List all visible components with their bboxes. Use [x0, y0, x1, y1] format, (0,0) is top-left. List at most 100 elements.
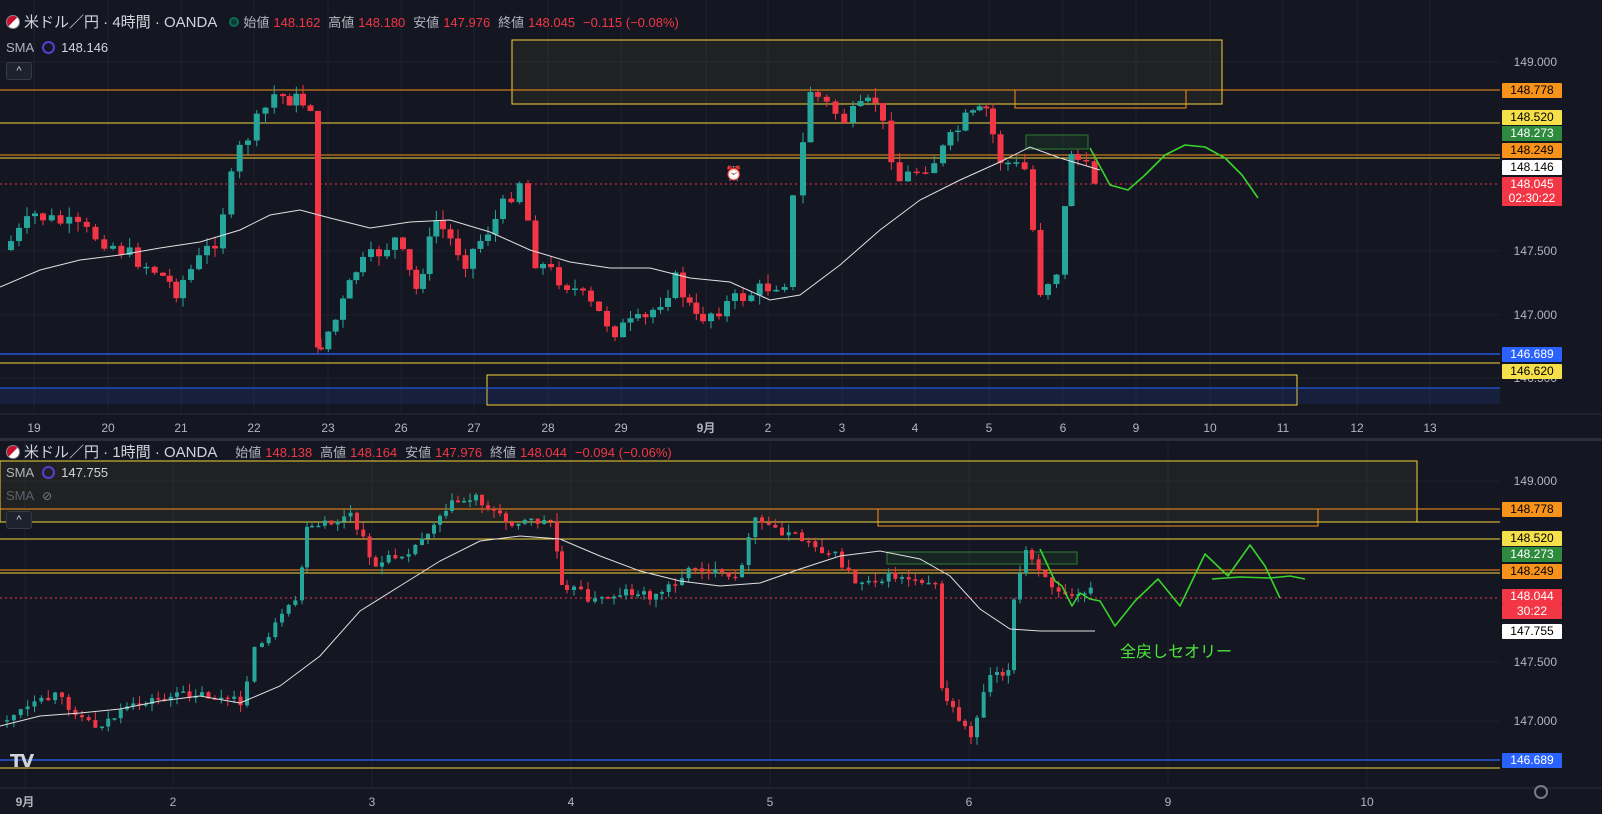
candle-body: [440, 219, 446, 230]
candle-body: [25, 706, 30, 710]
candle-body: [100, 726, 104, 729]
indicator-sma-legend[interactable]: SMA 147.755: [6, 465, 108, 480]
indicator-sma-legend[interactable]: SMA 148.146: [6, 40, 108, 55]
candle-body: [8, 241, 14, 250]
zone-rect: [886, 551, 1078, 565]
indicator-settings-icon[interactable]: [42, 466, 56, 479]
candle-body: [212, 698, 217, 700]
candle-body: [143, 266, 150, 269]
price-tag: [1502, 531, 1562, 546]
candle-body: [1045, 284, 1051, 296]
candle-body: [173, 281, 180, 299]
price-tag-label: 148.249: [1510, 564, 1554, 578]
candle-body: [143, 704, 148, 706]
candle-body: [160, 272, 166, 276]
candle-body: [600, 597, 604, 599]
candle-body: [1056, 587, 1061, 592]
candle-body: [627, 318, 634, 323]
candle-body: [866, 580, 871, 583]
candle-body: [392, 237, 398, 250]
candle-body: [110, 245, 116, 249]
x-tick-label: 9月: [16, 795, 35, 809]
collapse-legend-button[interactable]: ^: [6, 511, 32, 529]
x-tick-label: 11: [1277, 421, 1290, 435]
candle-body: [900, 577, 904, 579]
candle-body: [873, 580, 878, 583]
candle-body: [252, 646, 257, 682]
candle-body: [642, 591, 646, 595]
candle-body: [151, 266, 158, 273]
collapse-legend-button[interactable]: ^: [6, 62, 32, 80]
candle-body: [60, 692, 64, 698]
tradingview-logo[interactable]: TV: [10, 751, 34, 772]
candle-body: [500, 198, 506, 219]
chart-pane-1h[interactable]: 149.000 147.500 147.000 148.778 148.520 148.2…: [0, 441, 1602, 814]
candle-body: [80, 715, 84, 718]
candle-body: [1000, 671, 1005, 676]
price-tag: [1502, 126, 1562, 141]
candle-body: [1068, 154, 1075, 207]
price-tag-label: 146.689: [1510, 753, 1554, 767]
candle-body: [1005, 162, 1011, 165]
candle-body: [376, 249, 382, 257]
candle-body: [492, 509, 496, 511]
price-tag: [1502, 177, 1562, 192]
x-tick-label: 3: [839, 421, 846, 435]
candle-body: [492, 218, 499, 235]
x-tick-label: 6: [966, 795, 973, 809]
chart-pane-4h[interactable]: 149.000147.500147.000146.500148.778148.5…: [0, 0, 1602, 440]
eye-hidden-icon[interactable]: ⊘: [42, 489, 53, 503]
candle-body: [118, 709, 123, 719]
x-tick-label: 19: [27, 421, 41, 435]
gear-icon[interactable]: [1534, 785, 1548, 799]
candle-body: [693, 302, 700, 314]
symbol-title[interactable]: 米ドル／円 · 1時間 · OANDA: [24, 444, 218, 461]
pane-divider[interactable]: [0, 438, 1602, 441]
candle-body: [620, 322, 626, 338]
indicator-settings-icon[interactable]: [42, 41, 56, 54]
x-tick-label: 13: [1423, 421, 1437, 435]
price-tag-label: 148.146: [1510, 160, 1554, 174]
candle-body: [253, 113, 260, 141]
candle-body: [807, 92, 814, 143]
candle-body: [976, 106, 983, 111]
candle-body: [332, 319, 339, 332]
candle-body: [83, 221, 90, 227]
candle-body: [66, 697, 71, 710]
price-tag-label: 02:30:22: [1509, 191, 1556, 205]
candle-body: [456, 500, 460, 503]
indicator-sma-hidden-legend[interactable]: SMA ⊘: [6, 488, 52, 503]
candle-body: [940, 145, 946, 164]
candle-body: [920, 579, 924, 584]
price-tag: [1502, 604, 1562, 619]
candle-body: [485, 234, 491, 241]
candle-body: [556, 267, 562, 286]
symbol-title[interactable]: 米ドル／円 · 4時間 · OANDA: [24, 14, 218, 31]
candle-body: [773, 524, 778, 528]
x-tick-label: 27: [467, 421, 481, 435]
chart-canvas-1h[interactable]: 149.000 147.500 147.000 148.778 148.520 148.2…: [0, 441, 1602, 814]
x-tick-label: 6: [1060, 421, 1067, 435]
candle-body: [572, 288, 578, 291]
indicator-value: 148.146: [61, 40, 109, 55]
price-tag-label: 148.249: [1510, 143, 1554, 157]
candle-body: [280, 94, 286, 97]
candle-body: [865, 97, 871, 102]
chart-canvas-4h[interactable]: 149.000147.500147.000146.500148.778148.5…: [0, 0, 1602, 440]
candle-body: [480, 494, 484, 506]
trend-drawing: [1211, 575, 1306, 580]
zone-rect: [511, 39, 1223, 105]
candle-body: [786, 532, 791, 536]
candle-body: [470, 248, 476, 269]
candle-body: [361, 529, 366, 537]
candle-body: [1083, 159, 1090, 162]
candle-body: [905, 171, 911, 182]
candle-body: [360, 256, 366, 273]
price-tag: [1502, 83, 1562, 98]
open-value: 148.162: [273, 15, 321, 30]
annotation-text[interactable]: 全戻しセオリー: [1120, 644, 1233, 661]
sma-line: [0, 146, 1101, 301]
indicator-name: SMA: [6, 488, 35, 503]
candle-body: [740, 565, 744, 578]
candle-body: [260, 643, 264, 647]
